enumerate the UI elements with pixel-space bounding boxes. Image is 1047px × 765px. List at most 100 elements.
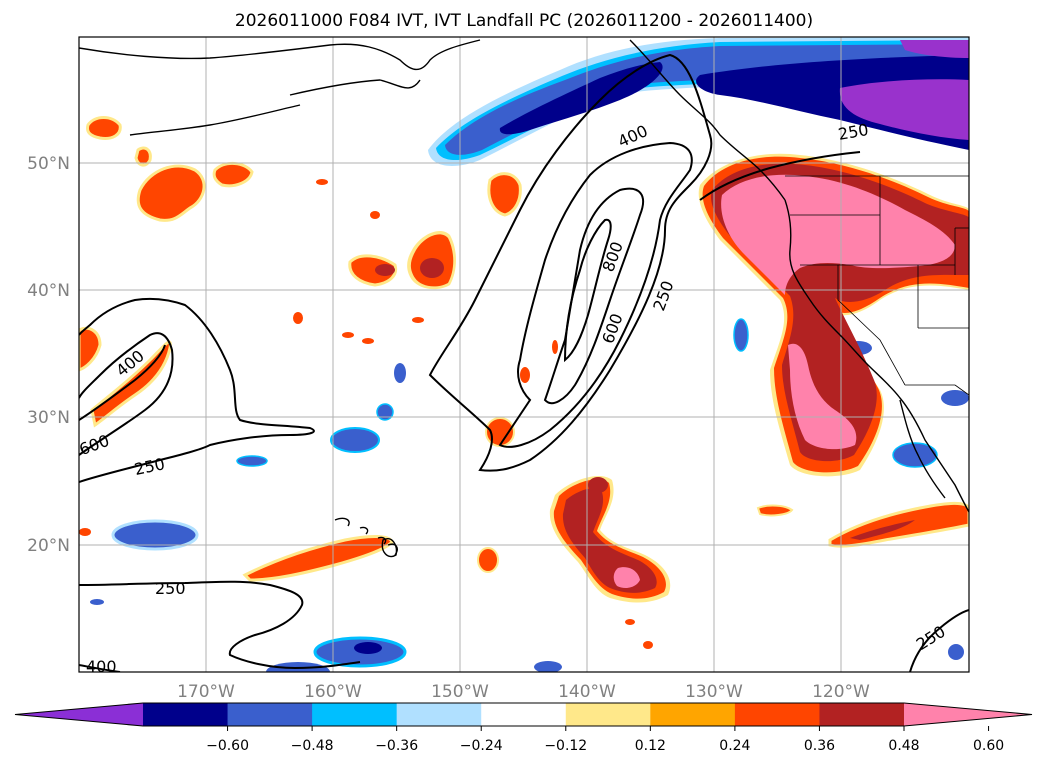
pos-patch-11 [552,340,558,354]
neg-patch-7 [236,455,268,467]
colorbar-extend-max [904,703,1032,726]
pos-patch-10 [79,528,91,536]
colorbar-tick-label: −0.36 [375,738,418,754]
pos-region-central-2 [348,254,398,287]
aleutians [129,104,301,136]
colorbar-tick-label: 0.24 [719,738,750,754]
contour-250-se [909,609,969,672]
colorbar-segment [565,703,651,726]
lat-label: 40°N [27,281,70,301]
pos-region-central-3 [487,172,522,217]
map-panel: 400 800 600 250 400 600 250 250 400 250 … [79,37,969,676]
pos-patch-5 [342,332,354,338]
pos-patch-6 [362,338,374,344]
lat-label: 50°N [27,154,70,174]
colorbar-extend-min [15,703,143,726]
neg-patch-11 [941,390,969,406]
neg-patch-13 [948,644,964,660]
lat-label: 30°N [27,408,70,428]
colorbar-tick-label: 0.36 [804,738,835,754]
contour-250-main [428,53,713,472]
neg-patch-12 [534,661,562,672]
contour-400-main [498,141,693,448]
pos-patch-7 [412,317,424,323]
pos-region-west-2 [86,116,122,140]
pos-patch-9 [316,179,328,185]
pos-patch-4 [293,312,303,324]
pos-region-west-5 [79,326,102,372]
contour-label: 250 [155,579,186,598]
colorbar-segment [819,703,905,726]
hawaii-main [381,538,398,558]
graticule [79,37,969,672]
colorbar-segment [734,703,820,726]
contour-800-main [563,218,612,363]
pos-region-west-1 [136,164,206,222]
pos-patch-1 [477,547,499,573]
lon-label: 140°W [558,682,616,702]
negative-ivt-regions [90,37,969,672]
colorbar-tick-label: −0.24 [460,738,503,754]
pos-patch-13 [643,641,653,649]
baja-coast [899,399,946,499]
lon-label: 120°W [812,682,870,702]
coastlines [79,39,969,558]
neg-patch-8 [733,318,749,352]
colorbar-tick-label: −0.12 [544,738,587,754]
map-frame [78,36,970,673]
pos-patch-12 [625,619,635,625]
pos-region-hawaii-band [242,535,394,582]
colorbar-tick-label: 0.60 [973,738,1004,754]
contour-400-west [79,344,166,421]
lon-label: 130°W [685,682,743,702]
contour-600-west [79,332,174,456]
pos-region-subtropical-pink [613,567,640,588]
neg-patch-5 [376,403,394,421]
colorbar-tick-label: 0.48 [888,738,919,754]
neg-region-top-purple [900,40,969,58]
pos-region-subtropical-red [562,488,657,593]
alaska-coast-2 [289,79,421,96]
neg-patch-1 [330,427,380,453]
neg-patch-2 [111,519,199,551]
contour-label: 400 [86,657,117,676]
longitude-labels: 170°W 160°W 150°W 140°W 130°W 120°W [177,682,870,702]
pos-region-central-1-red [420,258,444,278]
pos-region-central-2-red [375,264,395,276]
lon-label: 160°W [304,682,362,702]
pos-patch-8 [370,211,380,219]
contour-250-canada [699,151,861,201]
colorbar: −0.60 −0.48 −0.36 −0.24 −0.12 0.12 0.24 0.36 0.4… [14,702,1033,754]
colorbar-tick-label: −0.48 [291,738,334,754]
pos-patch-2 [520,367,530,383]
colorbar-segment [143,703,229,726]
pos-region-subtropical-core [588,477,608,493]
colorbar-segment [227,703,313,726]
colorbar-segment [650,703,736,726]
lon-label: 170°W [177,682,235,702]
neg-patch-3-core [354,642,382,654]
contour-250-south [79,580,361,670]
political-borders [785,175,969,396]
hawaii [334,517,398,556]
colorbar-outline [14,702,1033,727]
bc-coast [629,39,786,201]
ivt-contours [79,53,969,672]
positive-ivt-regions [79,116,969,649]
colorbar-segment [312,703,398,726]
latitude-labels: 50°N 40°N 30°N 20°N [27,154,70,556]
colorbar-segment [396,703,482,726]
pos-region-west-4 [134,146,152,167]
lon-label: 150°W [431,682,489,702]
colorbar-tick-label: −0.60 [206,738,249,754]
neg-patch-6 [394,363,406,383]
contour-250-west [79,297,315,483]
neg-patch-10 [892,442,938,468]
us-west-coast [784,199,969,513]
colorbar-tick-label: 0.12 [635,738,666,754]
neg-patch-14 [90,599,104,605]
lat-label: 20°N [27,536,70,556]
chart-title: 2026011000 F084 IVT, IVT Landfall PC (20… [235,11,813,31]
pos-region-near-25n [756,504,794,517]
